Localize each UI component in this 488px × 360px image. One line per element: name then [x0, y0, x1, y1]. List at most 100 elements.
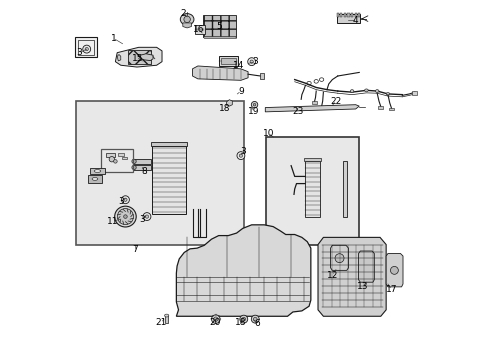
Ellipse shape	[109, 157, 114, 162]
Bar	[336, 14, 360, 23]
Ellipse shape	[132, 165, 136, 170]
Polygon shape	[317, 237, 386, 316]
Ellipse shape	[249, 60, 253, 63]
Ellipse shape	[386, 93, 389, 95]
Ellipse shape	[183, 16, 190, 23]
Text: 7: 7	[132, 246, 138, 255]
Ellipse shape	[247, 58, 255, 66]
Text: 2: 2	[181, 9, 186, 18]
Ellipse shape	[349, 90, 353, 93]
Bar	[122, 157, 126, 159]
Bar	[343, 13, 346, 17]
Text: 23: 23	[292, 107, 304, 116]
Text: 3: 3	[77, 48, 82, 57]
Bar	[265, 137, 359, 244]
Ellipse shape	[253, 103, 255, 106]
Text: 22: 22	[330, 96, 341, 105]
Ellipse shape	[180, 14, 194, 25]
Text: 20: 20	[209, 318, 220, 327]
Bar	[133, 165, 151, 170]
Text: 8: 8	[141, 167, 147, 176]
Bar	[101, 149, 133, 172]
Bar	[90, 168, 104, 174]
Ellipse shape	[132, 159, 136, 163]
Polygon shape	[358, 251, 373, 282]
Bar	[354, 13, 356, 17]
Text: 1: 1	[110, 34, 116, 43]
Bar	[78, 40, 94, 55]
Ellipse shape	[334, 254, 344, 263]
Text: 21: 21	[155, 318, 166, 327]
Text: 5: 5	[216, 22, 222, 31]
Bar	[152, 146, 186, 214]
Polygon shape	[115, 47, 162, 67]
Ellipse shape	[145, 215, 148, 218]
Text: 3: 3	[239, 147, 245, 156]
Ellipse shape	[94, 170, 101, 172]
Polygon shape	[117, 54, 121, 61]
Bar	[340, 13, 342, 17]
Bar	[304, 158, 321, 161]
Polygon shape	[176, 225, 310, 316]
Ellipse shape	[164, 314, 168, 317]
Bar	[194, 25, 204, 34]
Ellipse shape	[117, 208, 133, 225]
Bar	[117, 153, 124, 156]
Bar	[312, 102, 316, 104]
Bar	[203, 15, 235, 37]
Bar	[260, 73, 263, 78]
Bar	[105, 153, 114, 157]
Polygon shape	[183, 23, 191, 28]
Ellipse shape	[115, 206, 136, 227]
Text: 10: 10	[263, 129, 274, 138]
Bar	[319, 106, 323, 109]
Bar	[219, 56, 237, 66]
Text: 9: 9	[238, 86, 244, 95]
Polygon shape	[192, 66, 247, 80]
Ellipse shape	[123, 215, 127, 219]
Ellipse shape	[142, 213, 151, 221]
Text: 6: 6	[254, 319, 260, 328]
Ellipse shape	[375, 90, 378, 93]
Bar	[411, 91, 416, 95]
Bar	[75, 37, 97, 57]
Polygon shape	[140, 54, 153, 60]
Bar	[357, 13, 360, 17]
Text: 14: 14	[233, 61, 244, 70]
Bar	[388, 108, 393, 111]
Text: 18: 18	[235, 318, 246, 327]
Ellipse shape	[121, 196, 129, 204]
Text: 3: 3	[118, 197, 123, 206]
Ellipse shape	[85, 48, 88, 51]
Ellipse shape	[239, 154, 242, 157]
Text: 15: 15	[132, 54, 143, 63]
Bar	[336, 13, 338, 17]
Ellipse shape	[237, 152, 244, 159]
Ellipse shape	[211, 315, 220, 323]
Ellipse shape	[251, 102, 257, 108]
Bar	[76, 101, 244, 244]
Text: 12: 12	[326, 270, 337, 279]
Bar	[133, 159, 151, 163]
Ellipse shape	[242, 318, 245, 321]
Text: 11: 11	[106, 217, 118, 226]
Ellipse shape	[82, 45, 90, 53]
Polygon shape	[330, 245, 348, 270]
Ellipse shape	[239, 315, 247, 323]
Bar	[127, 50, 151, 64]
Ellipse shape	[364, 89, 367, 92]
Bar	[88, 175, 102, 183]
Ellipse shape	[92, 177, 98, 180]
Bar	[378, 106, 383, 109]
Ellipse shape	[253, 318, 257, 321]
Text: 3: 3	[252, 57, 258, 66]
Bar	[151, 142, 187, 146]
Bar	[221, 58, 235, 64]
Ellipse shape	[113, 159, 117, 163]
Ellipse shape	[389, 266, 398, 274]
Ellipse shape	[123, 198, 127, 201]
Polygon shape	[203, 37, 236, 39]
Polygon shape	[386, 253, 402, 287]
Polygon shape	[226, 100, 232, 106]
Bar	[350, 13, 352, 17]
